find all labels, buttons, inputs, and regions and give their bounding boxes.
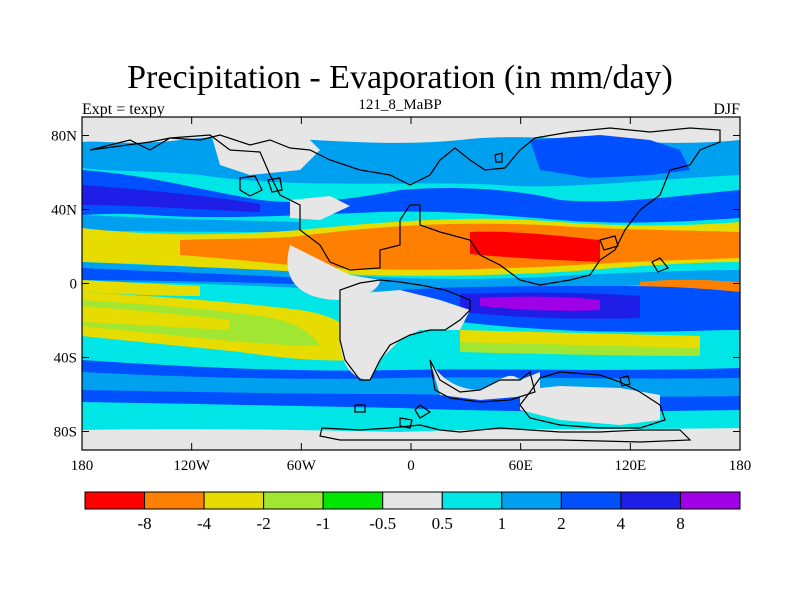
colorbar-swatch	[441, 491, 503, 510]
y-tick-label: 80S	[54, 425, 77, 441]
colorbar-label: -1	[316, 514, 330, 533]
y-tick-label: 0	[70, 277, 78, 293]
colorbar-label: 1	[498, 514, 507, 533]
colorbar-swatch	[322, 491, 384, 510]
colorbar-swatch	[144, 491, 205, 510]
colorbar-label: -4	[197, 514, 212, 533]
x-tick-label: 120W	[173, 458, 211, 474]
colorbar-label: -2	[257, 514, 271, 533]
colorbar-swatch	[382, 491, 443, 510]
colorbar-label: 4	[617, 514, 626, 533]
colorbar-swatch	[679, 491, 741, 510]
colorbar-label: 0.5	[432, 514, 453, 533]
colorbar-swatch	[560, 491, 622, 510]
x-tick-label: 0	[407, 458, 415, 474]
colorbar-swatch	[84, 491, 146, 510]
colorbar-swatch	[620, 491, 681, 510]
experiment-age-label: 121_8_MaBP	[358, 97, 442, 113]
x-tick-label: 180	[729, 458, 752, 474]
chart-title: Precipitation - Evaporation (in mm/day)	[127, 59, 673, 96]
pme-field	[82, 117, 740, 450]
x-tick-label: 180	[71, 458, 94, 474]
x-tick-label: 120E	[614, 458, 646, 474]
colorbar-swatch	[263, 491, 324, 510]
colorbar: -8 -4 -2 -1 -0.5 0.5 1 2 4 8	[84, 491, 741, 533]
colorbar-swatch	[501, 491, 562, 510]
experiment-name-label: Expt = texpy	[82, 101, 165, 118]
x-tick-label: 60E	[509, 458, 533, 474]
colorbar-label: -0.5	[369, 514, 396, 533]
y-axis: 80N 40N 0 40S 80S	[51, 129, 740, 441]
x-tick-label: 60W	[287, 458, 317, 474]
colorbar-swatch	[203, 491, 265, 510]
colorbar-label: 2	[557, 514, 566, 533]
colorbar-label: 8	[676, 514, 685, 533]
y-tick-label: 40S	[54, 351, 77, 367]
y-tick-label: 80N	[51, 129, 77, 145]
y-tick-label: 40N	[51, 203, 77, 219]
colorbar-label: -8	[137, 514, 151, 533]
coastline-outlines	[89, 127, 721, 443]
x-axis: 180 120W 60W 0 60E 120E 180	[71, 117, 752, 474]
season-label: DJF	[713, 101, 740, 118]
